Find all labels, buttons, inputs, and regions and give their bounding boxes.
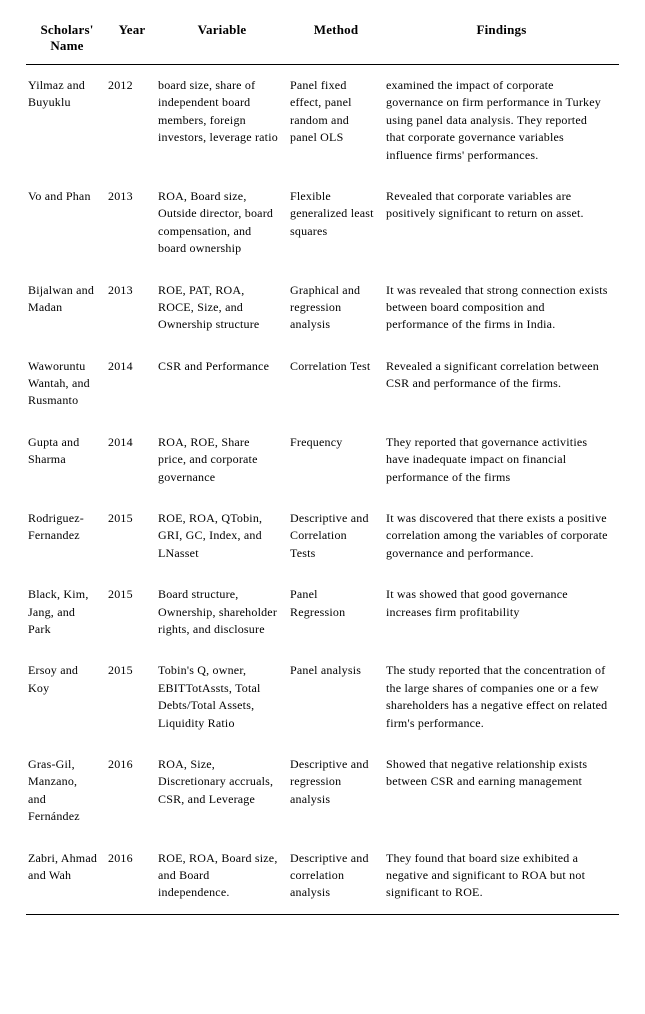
cell-year: 2013 [108,176,156,270]
cell-findings: It was showed that good governance incre… [384,574,619,650]
cell-findings: It was revealed that strong connection e… [384,270,619,346]
cell-findings: They found that board size exhibited a n… [384,838,619,915]
table-row: Gupta and Sharma 2014 ROA, ROE, Share pr… [26,422,619,498]
cell-method: Flexible generalized least squares [288,176,384,270]
col-header-method: Method [288,18,384,65]
cell-year: 2015 [108,650,156,744]
col-header-scholars: Scholars' Name [26,18,108,65]
cell-scholars: Yilmaz and Buyuklu [26,65,108,176]
cell-method: Panel Regression [288,574,384,650]
cell-method: Descriptive and Correlation Tests [288,498,384,574]
cell-variable: ROE, PAT, ROA, ROCE, Size, and Ownership… [156,270,288,346]
footer-rule [26,914,619,915]
col-header-year: Year [108,18,156,65]
cell-variable: ROE, ROA, Board size, and Board independ… [156,838,288,915]
cell-findings: examined the impact of corporate governa… [384,65,619,176]
cell-method: Panel analysis [288,650,384,744]
table-row: Yilmaz and Buyuklu 2012 board size, shar… [26,65,619,176]
table-header: Scholars' Name Year Variable Method Find… [26,18,619,65]
col-header-variable: Variable [156,18,288,65]
cell-method: Descriptive and regression analysis [288,744,384,838]
cell-scholars: Rodriguez-Fernandez [26,498,108,574]
cell-year: 2013 [108,270,156,346]
cell-year: 2016 [108,838,156,915]
cell-method: Correlation Test [288,346,384,422]
cell-method: Graphical and regression analysis [288,270,384,346]
cell-year: 2015 [108,498,156,574]
cell-variable: Board structure, Ownership, shareholder … [156,574,288,650]
cell-scholars: Black, Kim, Jang, and Park [26,574,108,650]
cell-variable: board size, share of independent board m… [156,65,288,176]
cell-findings: They reported that governance activities… [384,422,619,498]
cell-scholars: Gupta and Sharma [26,422,108,498]
cell-scholars: Gras-Gil, Manzano, and Fernández [26,744,108,838]
cell-variable: ROA, ROE, Share price, and corporate gov… [156,422,288,498]
cell-findings: Revealed a significant correlation betwe… [384,346,619,422]
table-row: Bijalwan and Madan 2013 ROE, PAT, ROA, R… [26,270,619,346]
table-row: Ersoy and Koy 2015 Tobin's Q, owner, EBI… [26,650,619,744]
cell-year: 2014 [108,346,156,422]
cell-scholars: Zabri, Ahmad and Wah [26,838,108,915]
cell-year: 2012 [108,65,156,176]
col-header-findings: Findings [384,18,619,65]
table-row: Gras-Gil, Manzano, and Fernández 2016 RO… [26,744,619,838]
cell-scholars: Bijalwan and Madan [26,270,108,346]
cell-year: 2015 [108,574,156,650]
cell-scholars: Ersoy and Koy [26,650,108,744]
cell-year: 2016 [108,744,156,838]
cell-scholars: Waworuntu Wantah, and Rusmanto [26,346,108,422]
cell-method: Panel fixed effect, panel random and pan… [288,65,384,176]
cell-variable: CSR and Performance [156,346,288,422]
cell-findings: It was discovered that there exists a po… [384,498,619,574]
cell-variable: ROA, Size, Discretionary accruals, CSR, … [156,744,288,838]
cell-method: Descriptive and correlation analysis [288,838,384,915]
cell-findings: The study reported that the concentratio… [384,650,619,744]
cell-variable: Tobin's Q, owner, EBITTotAssts, Total De… [156,650,288,744]
cell-variable: ROA, Board size, Outside director, board… [156,176,288,270]
cell-method: Frequency [288,422,384,498]
cell-year: 2014 [108,422,156,498]
table-row: Waworuntu Wantah, and Rusmanto 2014 CSR … [26,346,619,422]
table-row: Rodriguez-Fernandez 2015 ROE, ROA, QTobi… [26,498,619,574]
table-row: Vo and Phan 2013 ROA, Board size, Outsid… [26,176,619,270]
literature-review-table: Scholars' Name Year Variable Method Find… [26,18,619,915]
table-row: Zabri, Ahmad and Wah 2016 ROE, ROA, Boar… [26,838,619,915]
table-row: Black, Kim, Jang, and Park 2015 Board st… [26,574,619,650]
cell-findings: Revealed that corporate variables are po… [384,176,619,270]
cell-variable: ROE, ROA, QTobin, GRI, GC, Index, and LN… [156,498,288,574]
cell-findings: Showed that negative relationship exists… [384,744,619,838]
cell-scholars: Vo and Phan [26,176,108,270]
